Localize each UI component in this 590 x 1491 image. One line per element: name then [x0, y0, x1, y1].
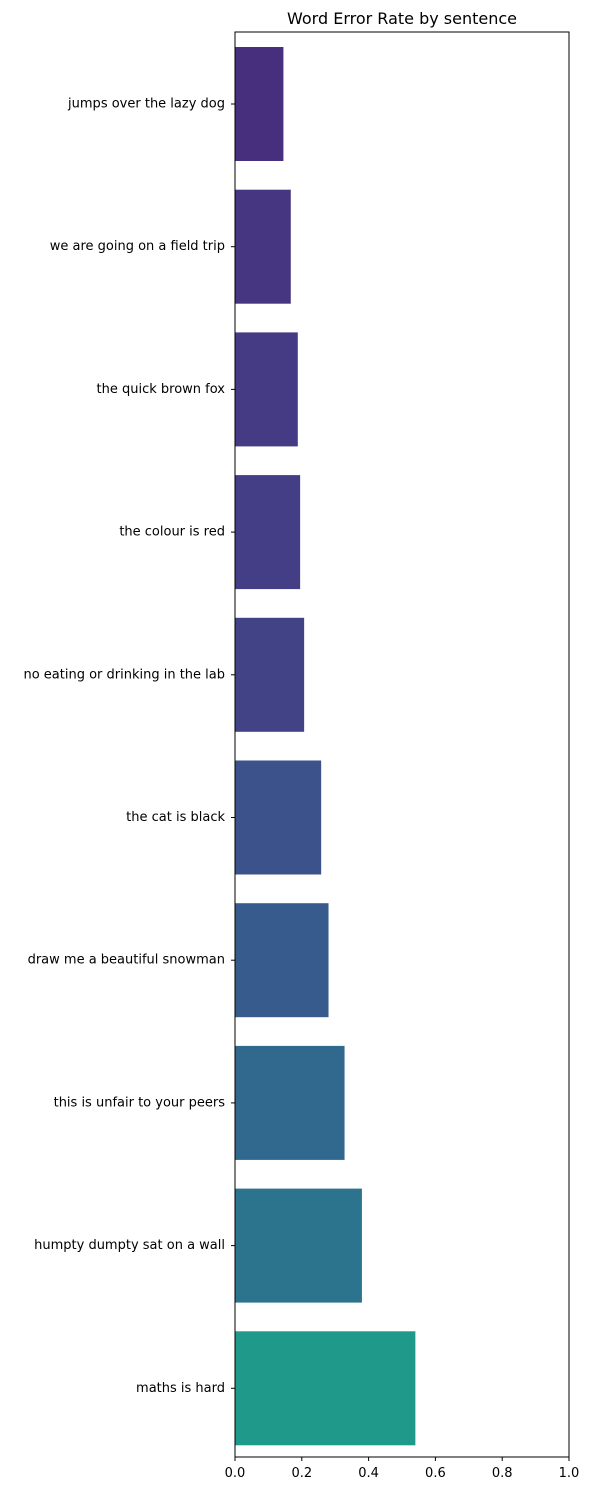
bar [235, 475, 301, 590]
y-tick-label: jumps over the lazy dog [67, 97, 225, 112]
plot-area-frame [234, 31, 570, 1458]
bar [235, 189, 291, 304]
y-tick-label: maths is hard [136, 1381, 225, 1396]
x-tick-label: 0.2 [291, 1466, 312, 1481]
x-tick-label: 0.4 [358, 1466, 379, 1481]
y-tick-label: this is unfair to your peers [54, 1095, 226, 1110]
x-tick-label: 1.0 [559, 1466, 580, 1481]
x-tick-label: 0.6 [425, 1466, 446, 1481]
y-tick-label: the cat is black [126, 810, 225, 825]
bar [235, 332, 298, 447]
chart-title: Word Error Rate by sentence [287, 9, 517, 28]
bar [235, 47, 284, 161]
y-tick-label: the colour is red [119, 525, 225, 540]
bar [235, 1045, 345, 1160]
bar [235, 1188, 362, 1303]
y-tick-label: the quick brown fox [97, 382, 226, 397]
y-tick-label: draw me a beautiful snowman [28, 953, 225, 968]
y-tick-label: we are going on a field trip [50, 239, 225, 254]
x-tick-label: 0.8 [492, 1466, 513, 1481]
y-tick-label: no eating or drinking in the lab [23, 667, 225, 682]
y-tick-label: humpty dumpty sat on a wall [34, 1238, 225, 1253]
bar [235, 760, 322, 875]
x-tick-label: 0.0 [225, 1466, 246, 1481]
bar [235, 1331, 416, 1446]
bar [235, 903, 329, 1018]
bar [235, 617, 305, 732]
